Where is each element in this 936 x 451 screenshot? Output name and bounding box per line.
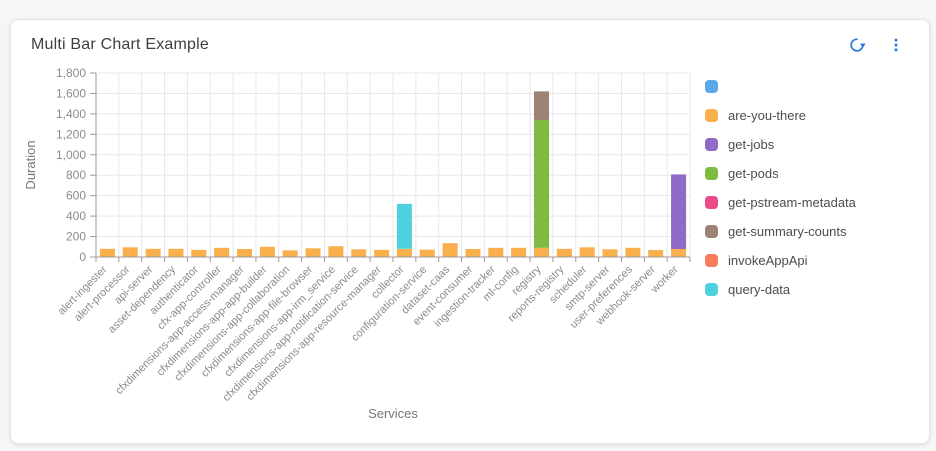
y-tick-label: 1,600 xyxy=(56,86,86,100)
bar-segment[interactable] xyxy=(351,249,367,257)
more-menu-button[interactable] xyxy=(885,34,907,56)
bar-segment[interactable] xyxy=(488,247,504,257)
legend-label: query-data xyxy=(728,282,791,297)
legend-item[interactable] xyxy=(705,72,927,101)
legend-swatch-icon xyxy=(705,138,718,151)
bar-segment[interactable] xyxy=(648,250,664,257)
bar-segment[interactable] xyxy=(122,247,138,257)
bar-segment[interactable] xyxy=(214,247,230,257)
legend-swatch-icon xyxy=(705,196,718,209)
bar-segment[interactable] xyxy=(396,248,412,257)
bar-segment[interactable] xyxy=(511,247,527,257)
legend-item[interactable]: get-pstream-metadata xyxy=(705,188,927,217)
y-tick-label: 800 xyxy=(66,168,86,182)
bar-segment[interactable] xyxy=(305,248,321,257)
card-header: Multi Bar Chart Example xyxy=(11,20,929,57)
chart-legend: are-you-there get-jobs get-pods get-pstream… xyxy=(705,72,927,304)
y-tick-label: 0 xyxy=(79,250,86,264)
legend-swatch-icon xyxy=(705,167,718,180)
bar-segment[interactable] xyxy=(168,248,184,257)
bar-segment[interactable] xyxy=(396,203,412,249)
chart-grid xyxy=(95,72,691,257)
bar-segment[interactable] xyxy=(282,250,298,257)
y-tick-label: 1,800 xyxy=(56,66,86,80)
bar-segment[interactable] xyxy=(602,249,618,257)
bar-chart: 02004006008001,0001,2001,4001,6001,800al… xyxy=(23,66,691,421)
y-tick-label: 600 xyxy=(66,189,86,203)
bar-segment[interactable] xyxy=(671,249,687,257)
bar-segment[interactable] xyxy=(374,249,390,257)
bar-segment[interactable] xyxy=(671,174,687,250)
y-tick-label: 1,000 xyxy=(56,148,86,162)
y-tick-label: 1,400 xyxy=(56,107,86,121)
legend-label: invokeAppApi xyxy=(728,253,808,268)
card-actions xyxy=(845,33,907,57)
bar-segment[interactable] xyxy=(625,247,641,257)
chart-axis-labels: 02004006008001,0001,2001,4001,6001,800al… xyxy=(56,66,681,404)
legend-item[interactable]: query-data xyxy=(705,275,927,304)
bar-segment[interactable] xyxy=(534,91,549,121)
bar-segment[interactable] xyxy=(579,247,595,257)
legend-item[interactable]: invokeAppApi xyxy=(705,246,927,275)
y-axis-title: Duration xyxy=(23,140,38,189)
legend-swatch-icon xyxy=(705,109,718,122)
card-title: Multi Bar Chart Example xyxy=(31,36,209,53)
chart-bars xyxy=(99,91,687,257)
bar-segment[interactable] xyxy=(145,248,161,257)
x-axis-title: Services xyxy=(368,406,418,421)
legend-item[interactable]: are-you-there xyxy=(705,101,927,130)
legend-item[interactable]: get-summary-counts xyxy=(705,217,927,246)
chart-card: Multi Bar Chart Example 0 200 400 600 800 1,0… xyxy=(10,19,930,444)
legend-label: are-you-there xyxy=(728,108,807,123)
bar-segment[interactable] xyxy=(465,249,481,257)
bar-segment[interactable] xyxy=(99,248,115,257)
y-tick-label: 1,200 xyxy=(56,127,86,141)
bar-segment[interactable] xyxy=(328,246,344,257)
kebab-menu-icon xyxy=(894,38,898,52)
bar-segment[interactable] xyxy=(442,243,458,257)
bar-segment[interactable] xyxy=(419,249,435,257)
bar-segment[interactable] xyxy=(534,247,549,257)
legend-label: get-jobs xyxy=(728,137,775,152)
bar-segment[interactable] xyxy=(259,246,275,257)
legend-swatch-icon xyxy=(705,225,718,238)
legend-label: get-pstream-metadata xyxy=(728,195,856,210)
legend-swatch-icon xyxy=(705,254,718,267)
bar-segment[interactable] xyxy=(237,249,252,257)
legend-label: get-pods xyxy=(728,166,779,181)
legend-label: get-summary-counts xyxy=(728,224,847,239)
bar-segment[interactable] xyxy=(556,248,572,257)
legend-item[interactable]: get-jobs xyxy=(705,130,927,159)
bar-segment[interactable] xyxy=(191,249,207,257)
legend-item[interactable]: get-pods xyxy=(705,159,927,188)
bar-segment[interactable] xyxy=(534,120,549,248)
refresh-button[interactable] xyxy=(845,33,869,57)
legend-swatch-icon xyxy=(705,283,718,296)
refresh-icon xyxy=(850,38,866,52)
y-tick-label: 200 xyxy=(66,230,86,244)
chart-axes xyxy=(90,72,691,262)
legend-swatch-icon xyxy=(705,80,718,93)
y-tick-label: 400 xyxy=(66,209,86,223)
